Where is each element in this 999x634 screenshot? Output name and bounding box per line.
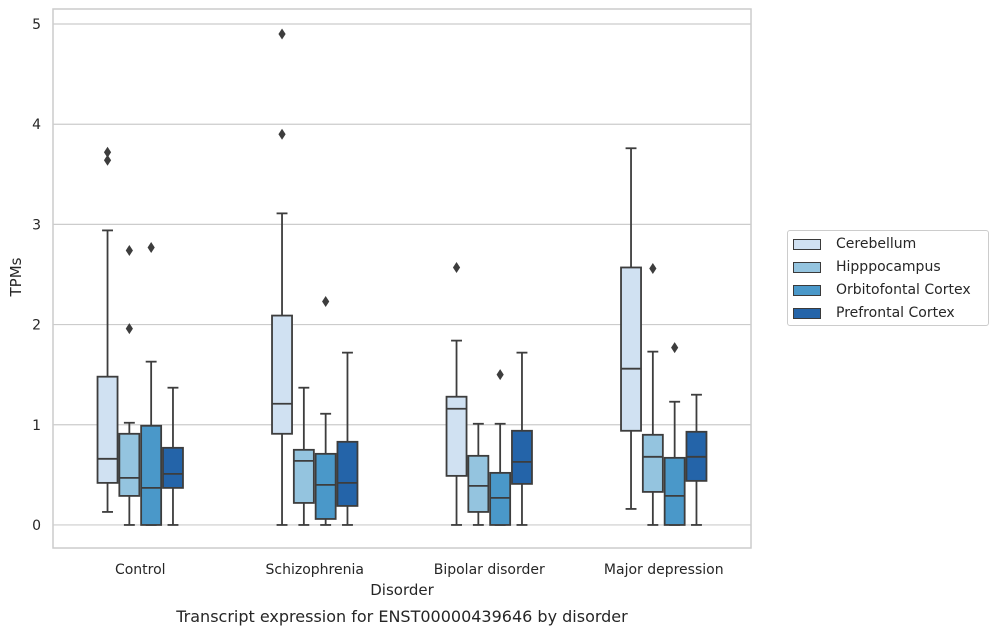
legend-swatch-hippocampus [793, 261, 821, 273]
outlier-point-0 [322, 296, 330, 308]
legend-item-prefrontal: Prefrontal Cortex [793, 303, 955, 323]
box-body [118, 432, 141, 497]
box-body [314, 452, 337, 520]
y-tick-label-4: 4 [32, 117, 41, 133]
box-body [96, 375, 119, 484]
outlier-point-1 [125, 244, 133, 256]
y-tick-label-1: 1 [32, 418, 41, 434]
box-body [467, 454, 490, 513]
legend-swatch-cerebellum [793, 238, 821, 250]
box-1-2 [467, 422, 490, 526]
plot-frame [52, 8, 752, 549]
legend-item-hippocampus: Hipppocampus [793, 257, 941, 277]
outlier-point-0 [452, 261, 461, 273]
y-tick-label-0: 0 [32, 518, 41, 534]
outlier-point-0 [147, 241, 155, 253]
box-body [489, 471, 512, 526]
outlier-point-0 [649, 262, 657, 274]
y-tick-label-5: 5 [32, 17, 41, 33]
legend-label-hippocampus: Hipppocampus [836, 259, 941, 275]
legend-swatch-prefrontal [793, 307, 821, 319]
legend-label-orbitofrontal: Orbitofontal Cortex [836, 282, 971, 298]
outlier-point-0 [671, 342, 679, 354]
y-tick-label-3: 3 [32, 217, 41, 233]
box-1-1 [292, 386, 315, 526]
box-body [140, 424, 163, 526]
outlier-point-0 [496, 369, 504, 381]
box-body [271, 314, 293, 435]
box-body [162, 446, 184, 489]
legend: Cerebellum Hipppocampus Orbitofontal Cor… [787, 230, 989, 326]
box-3-2 [511, 351, 533, 526]
outlier-point-1 [278, 28, 286, 40]
chart-caption: Transcript expression for ENST0000043964… [175, 607, 628, 626]
box-1-3 [641, 262, 664, 526]
y-axis-label: TPMs [7, 257, 25, 297]
box-3-3 [685, 393, 708, 526]
box-body [620, 266, 642, 432]
box-0-2 [445, 261, 468, 526]
box-3-1 [336, 351, 359, 526]
box-layer [96, 28, 708, 526]
x-tick-label-0: Control [115, 562, 166, 578]
box-body [641, 433, 664, 493]
box-body [336, 440, 359, 507]
x-axis-label: Disorder [370, 581, 434, 599]
legend-label-cerebellum: Cerebellum [836, 236, 917, 252]
legend-item-orbitofrontal: Orbitofontal Cortex [793, 280, 971, 300]
box-body [445, 395, 468, 477]
box-2-1 [314, 296, 337, 526]
box-0-1 [271, 28, 293, 526]
box-body [511, 429, 533, 485]
outlier-point-0 [125, 323, 133, 335]
box-body [663, 456, 686, 526]
grid-lines [53, 23, 751, 526]
box-0-0 [96, 146, 119, 513]
box-1-0 [118, 244, 141, 526]
box-2-3 [663, 342, 686, 526]
outlier-point-1 [103, 146, 112, 158]
x-tick-label-1: Schizophrenia [266, 562, 364, 578]
outlier-point-0 [278, 128, 286, 140]
box-2-0 [140, 241, 163, 526]
legend-item-cerebellum: Cerebellum [793, 234, 916, 254]
box-2-2 [489, 369, 512, 526]
x-tick-label-3: Major depression [604, 562, 724, 578]
box-body [292, 448, 315, 504]
outlier-point-0 [103, 154, 112, 166]
box-0-3 [620, 147, 642, 510]
legend-label-prefrontal: Prefrontal Cortex [836, 305, 955, 321]
x-tick-label-2: Bipolar disorder [434, 562, 545, 578]
y-tick-labels: 0 1 2 3 4 5 [32, 17, 41, 534]
legend-swatch-orbitofrontal [793, 284, 821, 296]
y-tick-label-2: 2 [32, 318, 41, 334]
box-3-0 [162, 386, 184, 526]
x-tick-labels: Control Schizophrenia Bipolar disorder Majo… [115, 562, 724, 578]
